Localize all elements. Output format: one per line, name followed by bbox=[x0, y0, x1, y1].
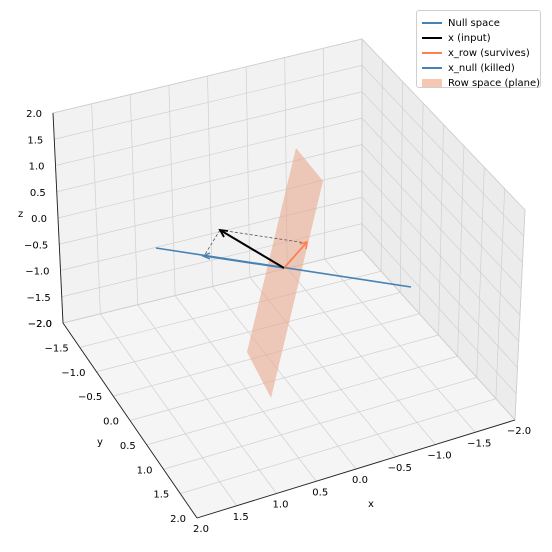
grid-line bbox=[361, 197, 518, 368]
x-tick-label: 0.0 bbox=[352, 475, 368, 486]
x-input-arrowhead bbox=[218, 228, 229, 238]
legend-swatch-x-null bbox=[422, 67, 442, 69]
x-tick-label: 0.5 bbox=[312, 487, 328, 498]
z-tick-label: −1.5 bbox=[26, 293, 50, 304]
grid-line bbox=[286, 268, 436, 445]
y-tick-label: −1.0 bbox=[61, 368, 85, 379]
x-row-arrowhead bbox=[299, 240, 308, 250]
y-axis-label: y bbox=[97, 437, 103, 448]
x-tick-label: −1.5 bbox=[467, 438, 491, 449]
x-tick-label: −1.0 bbox=[427, 451, 451, 462]
x-null-arrow bbox=[203, 255, 285, 269]
legend-label-null-space: Null space bbox=[448, 17, 500, 29]
x-row-arrow bbox=[283, 241, 308, 269]
grid-line bbox=[323, 48, 325, 260]
y-tick-label: 0.0 bbox=[103, 417, 119, 428]
grid-line bbox=[495, 188, 505, 399]
projection-guides bbox=[203, 229, 307, 257]
x-tick-label: 2.0 bbox=[193, 524, 209, 535]
x-tick-label: 1.0 bbox=[273, 500, 289, 511]
legend-swatch-row-space bbox=[422, 79, 442, 87]
z-tick-label: −0.5 bbox=[24, 240, 48, 251]
z-tick-label: 2.0 bbox=[26, 109, 42, 120]
grid-line bbox=[207, 75, 213, 287]
legend-item-row-space: Row space (plane) bbox=[417, 76, 540, 90]
z-tick-label: −2.0 bbox=[28, 319, 52, 330]
x-axis-line bbox=[196, 419, 516, 519]
y-tick-labels: −2.0 −1.5 −1.0 −0.5 0.0 0.5 1.0 1.5 2.0 bbox=[28, 319, 186, 525]
y-tick-label: 1.0 bbox=[137, 465, 153, 476]
y-tick-label: −0.5 bbox=[78, 392, 102, 403]
grid-line bbox=[61, 223, 363, 298]
grid-line bbox=[146, 355, 458, 446]
legend-item-x-row: x_row (survives) bbox=[417, 46, 530, 60]
z-tick-label: 0.0 bbox=[31, 214, 47, 225]
grid-line bbox=[438, 124, 444, 336]
y-tick-label: 2.0 bbox=[170, 514, 186, 525]
y-axis-line bbox=[62, 322, 198, 519]
legend-item-x-null: x_null (killed) bbox=[417, 61, 515, 75]
x-tick-label: −0.5 bbox=[388, 463, 412, 474]
x-axis-label: x bbox=[368, 499, 374, 510]
y-tick-label: −1.5 bbox=[44, 343, 68, 354]
grid-line bbox=[180, 398, 496, 494]
x-tick-label: −2.0 bbox=[507, 426, 531, 437]
z-tick-label: 1.0 bbox=[29, 162, 45, 173]
y-tick-label: −2.0 bbox=[28, 319, 52, 330]
grid-line bbox=[457, 145, 465, 357]
grid-line bbox=[476, 167, 485, 378]
row-space-plane bbox=[247, 148, 323, 398]
y-tick-label: 1.5 bbox=[153, 490, 169, 501]
legend: Null space x (input) x_row (survives) x_… bbox=[416, 10, 541, 90]
z-tick-labels: 2.0 1.5 1.0 0.5 0.0 −0.5 −1.0 −1.5 −2.0 bbox=[24, 109, 52, 330]
legend-label-x-input: x (input) bbox=[448, 32, 491, 44]
z-tick-label: 0.5 bbox=[30, 188, 46, 199]
legend-label-x-row: x_row (survives) bbox=[448, 47, 530, 59]
legend-swatch-x-input bbox=[422, 37, 442, 39]
x-null-arrowhead bbox=[201, 252, 211, 260]
y-tick-label: 0.5 bbox=[120, 441, 136, 452]
legend-label-x-null: x_null (killed) bbox=[448, 62, 515, 74]
legend-swatch-x-row bbox=[422, 52, 442, 54]
z-tick-label: 1.5 bbox=[27, 135, 43, 146]
grid-line bbox=[514, 209, 526, 421]
x-tick-labels: 2.0 1.5 1.0 0.5 0.0 −0.5 −1.0 −1.5 −2.0 bbox=[193, 426, 531, 535]
grid-line bbox=[129, 334, 439, 421]
grid-lines bbox=[52, 38, 526, 519]
grid-line bbox=[62, 249, 363, 324]
z-axis-label: z bbox=[18, 209, 23, 220]
z-tick-label: −1.0 bbox=[25, 267, 49, 278]
x-tick-label: 1.5 bbox=[233, 512, 249, 523]
z-axis-line bbox=[52, 112, 64, 324]
grid-line bbox=[163, 377, 477, 470]
grid-line bbox=[361, 223, 517, 394]
legend-item-null-space: Null space bbox=[417, 16, 500, 30]
grid-line bbox=[324, 258, 476, 433]
legend-label-row-space: Row space (plane) bbox=[448, 77, 541, 89]
legend-swatch-null-space bbox=[422, 22, 442, 24]
grid-line bbox=[361, 170, 520, 342]
legend-item-x-input: x (input) bbox=[417, 31, 491, 45]
grid-line bbox=[245, 66, 251, 278]
x-input-arrow bbox=[219, 229, 285, 269]
grid-line bbox=[361, 249, 516, 421]
